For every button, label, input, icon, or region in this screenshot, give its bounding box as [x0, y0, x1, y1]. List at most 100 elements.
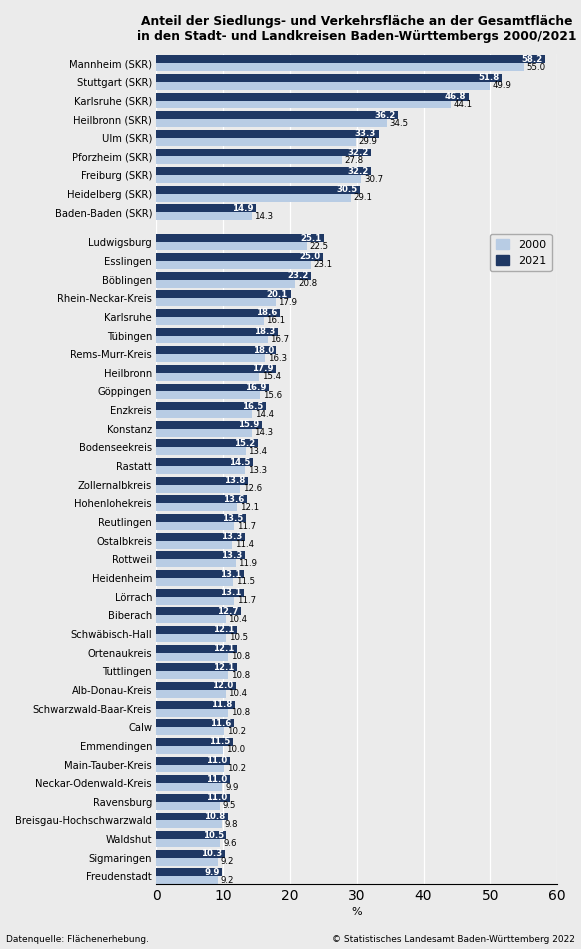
Text: 13.1: 13.1	[220, 588, 241, 597]
Bar	[156, 727, 224, 735]
Text: 11.0: 11.0	[206, 774, 227, 784]
Bar	[156, 690, 225, 698]
Bar	[156, 439, 258, 447]
Text: 27.8: 27.8	[345, 156, 364, 165]
Text: 36.2: 36.2	[374, 111, 396, 120]
Bar	[156, 578, 233, 586]
Bar	[156, 271, 311, 280]
Text: 17.9: 17.9	[278, 298, 297, 307]
Text: 9.9: 9.9	[205, 868, 220, 877]
Text: 11.0: 11.0	[206, 793, 227, 802]
Bar	[156, 55, 545, 64]
Text: 10.2: 10.2	[227, 764, 246, 773]
Text: 11.8: 11.8	[211, 700, 232, 709]
Text: 15.6: 15.6	[263, 391, 282, 400]
Text: 14.4: 14.4	[255, 410, 274, 419]
Bar	[156, 157, 342, 164]
Text: 55.0: 55.0	[526, 63, 546, 72]
Bar	[156, 644, 237, 653]
Text: 13.3: 13.3	[221, 532, 242, 541]
Text: 12.7: 12.7	[217, 606, 238, 616]
Bar	[156, 738, 233, 746]
Bar	[156, 280, 295, 288]
Bar	[156, 626, 237, 634]
Text: 16.7: 16.7	[271, 335, 289, 344]
Bar	[156, 346, 277, 354]
Bar	[156, 373, 259, 381]
Bar	[156, 746, 223, 754]
Bar	[156, 167, 371, 176]
Bar	[156, 336, 268, 344]
Text: 11.7: 11.7	[237, 522, 256, 530]
Text: 9.9: 9.9	[225, 783, 238, 791]
Bar	[156, 522, 234, 530]
Bar	[156, 485, 241, 493]
Bar	[156, 101, 451, 108]
Text: 32.2: 32.2	[347, 167, 369, 176]
Text: 9.8: 9.8	[224, 820, 238, 829]
Bar	[156, 756, 229, 765]
Text: 9.6: 9.6	[223, 839, 236, 847]
Bar	[156, 327, 278, 336]
Bar	[156, 653, 228, 661]
Bar	[156, 120, 387, 127]
Bar	[156, 242, 307, 251]
Bar	[156, 877, 218, 884]
Bar	[156, 671, 228, 679]
Bar	[156, 570, 243, 578]
Bar	[156, 130, 379, 138]
Bar	[156, 466, 245, 474]
Text: © Statistisches Landesamt Baden-Württemberg 2022: © Statistisches Landesamt Baden-Württemb…	[332, 936, 575, 944]
Bar	[156, 709, 228, 716]
Bar	[156, 204, 256, 213]
Bar	[156, 429, 252, 437]
Bar	[156, 383, 269, 392]
Text: 18.3: 18.3	[254, 327, 276, 336]
Bar	[156, 514, 246, 522]
Text: 11.6: 11.6	[210, 718, 231, 728]
Bar	[156, 410, 252, 419]
Bar	[156, 551, 245, 559]
Text: 25.1: 25.1	[300, 233, 321, 243]
Bar	[156, 74, 503, 82]
Text: 14.3: 14.3	[254, 212, 274, 221]
Text: 13.3: 13.3	[248, 466, 267, 474]
Text: 10.5: 10.5	[229, 633, 248, 642]
Text: 10.8: 10.8	[231, 708, 250, 717]
Bar	[156, 402, 267, 410]
Bar	[156, 447, 246, 456]
Text: 16.9: 16.9	[245, 383, 267, 392]
Bar	[156, 261, 311, 269]
Text: 10.4: 10.4	[228, 689, 248, 698]
Bar	[156, 597, 234, 605]
Text: 12.1: 12.1	[213, 662, 234, 672]
Bar	[156, 213, 252, 220]
Bar	[156, 794, 229, 802]
Bar	[156, 541, 232, 549]
Text: 13.5: 13.5	[223, 513, 243, 523]
Bar	[156, 420, 263, 429]
Bar	[156, 458, 253, 466]
Text: 58.2: 58.2	[521, 55, 543, 64]
Text: 15.9: 15.9	[239, 420, 260, 429]
Text: 30.5: 30.5	[336, 185, 357, 195]
Bar	[156, 559, 236, 568]
Bar	[156, 615, 225, 623]
Bar	[156, 186, 360, 194]
Bar	[156, 849, 225, 858]
Bar	[156, 138, 356, 146]
Bar	[156, 682, 236, 690]
Text: 18.6: 18.6	[256, 308, 278, 317]
Text: 29.1: 29.1	[353, 194, 372, 202]
Text: 16.1: 16.1	[267, 316, 286, 326]
Bar	[156, 253, 323, 261]
Text: 10.8: 10.8	[231, 671, 250, 679]
Bar	[156, 839, 220, 847]
Text: 12.0: 12.0	[213, 681, 234, 691]
Text: 12.1: 12.1	[240, 503, 259, 512]
Text: 13.4: 13.4	[249, 447, 267, 456]
Legend: 2000, 2021: 2000, 2021	[490, 233, 551, 271]
Text: 10.8: 10.8	[205, 812, 225, 821]
Bar	[156, 663, 237, 671]
Text: 11.4: 11.4	[235, 540, 254, 549]
